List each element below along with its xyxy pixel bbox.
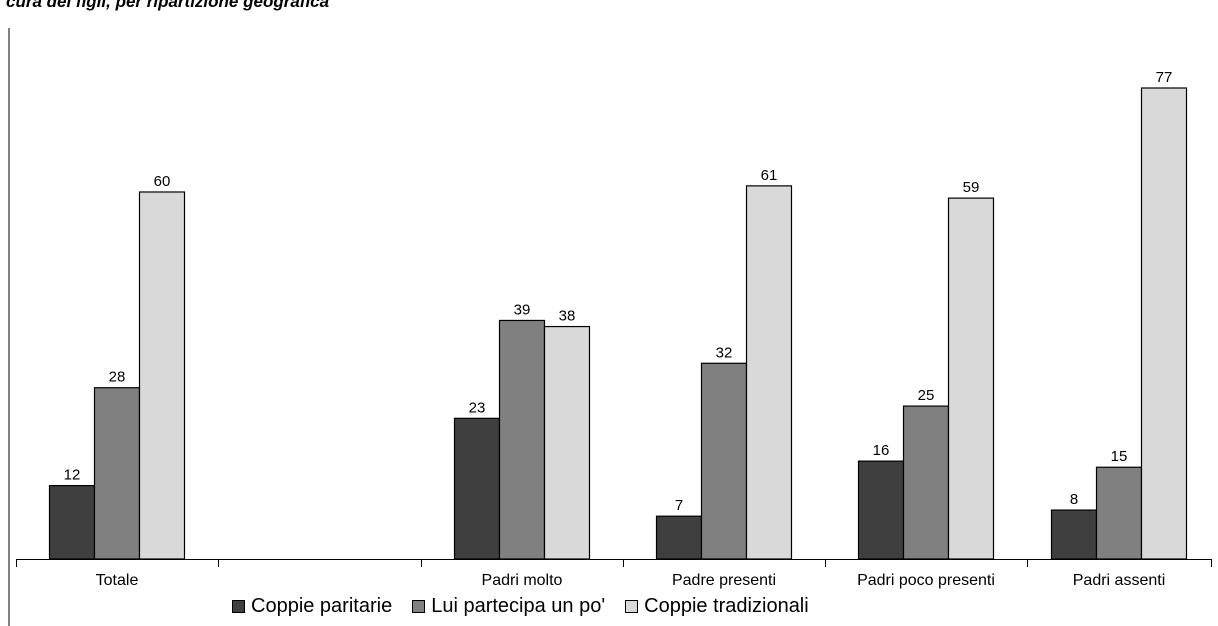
x-tick-label-5: Padri assenti [1073, 572, 1166, 589]
data-label-4-2: 59 [963, 179, 980, 196]
data-label-0-2: 60 [154, 173, 171, 190]
legend-swatch-coppie-tradizionali [625, 600, 639, 613]
legend-label-coppie-paritarie: Coppie paritarie [251, 595, 393, 617]
data-label-2-1: 39 [514, 301, 531, 318]
data-label-4-0: 16 [873, 442, 890, 459]
bar-0-2 [138, 191, 186, 560]
chart-title: cura dei figli, per ripartizione geograf… [6, 0, 330, 11]
legend-item-coppie-paritarie: Coppie paritarie [232, 595, 392, 618]
x-tick-label-3: Padre presenti [672, 572, 776, 589]
bar-0-1 [93, 387, 141, 560]
x-tick-label-4: Padri poco presenti [857, 572, 995, 589]
bar-3-2 [745, 185, 793, 560]
legend: Coppie paritarie Lui partecipa un po' Co… [232, 595, 829, 618]
bar-4-2 [947, 197, 995, 560]
data-label-3-0: 7 [675, 497, 683, 514]
data-label-5-2: 77 [1156, 69, 1173, 86]
bar-2-1 [498, 319, 546, 560]
bar-2-0 [453, 417, 501, 560]
x-tick-label-0: Totale [96, 572, 139, 589]
legend-swatch-coppie-paritarie [232, 600, 245, 613]
data-label-5-1: 15 [1111, 448, 1128, 465]
x-tick-label-2: Padri molto [482, 572, 563, 589]
legend-item-coppie-tradizionali: Coppie tradizionali [625, 595, 809, 618]
bar-4-0 [857, 460, 905, 560]
data-label-4-1: 25 [918, 387, 935, 404]
bar-0-0 [48, 484, 96, 560]
legend-swatch-lui-partecipa [412, 600, 426, 613]
legend-item-lui-partecipa: Lui partecipa un po' [412, 595, 605, 618]
data-label-2-2: 38 [559, 308, 576, 325]
data-label-5-0: 8 [1070, 491, 1078, 508]
data-label-0-0: 12 [64, 467, 81, 484]
bar-5-1 [1095, 466, 1143, 560]
data-label-3-2: 61 [761, 167, 778, 184]
bar-4-1 [902, 405, 950, 560]
bar-5-0 [1050, 509, 1098, 560]
legend-label-lui-partecipa: Lui partecipa un po' [431, 595, 606, 617]
bar-3-1 [700, 362, 748, 560]
bar-3-0 [655, 515, 703, 560]
data-label-0-1: 28 [109, 369, 126, 386]
bar-2-2 [543, 325, 591, 560]
legend-label-coppie-tradizionali: Coppie tradizionali [644, 595, 809, 617]
data-label-2-0: 23 [469, 399, 486, 416]
data-label-3-1: 32 [716, 344, 733, 361]
bar-5-2 [1140, 87, 1188, 560]
